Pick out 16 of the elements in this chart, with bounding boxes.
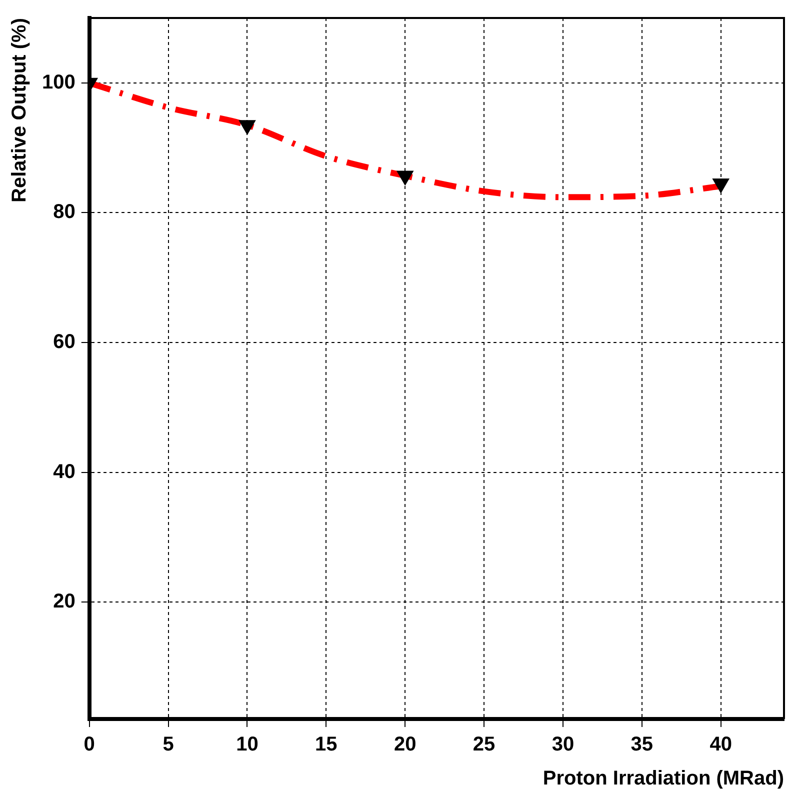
- x-tick-label: 40: [710, 734, 732, 756]
- y-axis-title: Relative Output (%): [8, 18, 31, 202]
- x-tick-label: 25: [472, 734, 496, 756]
- y-tick-label: 60: [53, 331, 76, 354]
- x-tick-label: 10: [236, 734, 258, 756]
- x-axis-title: Proton Irradiation (MRad): [542, 768, 784, 790]
- y-tick-label: 20: [53, 590, 76, 613]
- y-tick-label: 40: [53, 460, 76, 483]
- x-tick-label: 30: [552, 734, 574, 756]
- y-tick-label: 100: [42, 71, 76, 94]
- x-tick-label: 20: [394, 734, 416, 756]
- x-tick-label: 5: [162, 734, 174, 756]
- x-tick-label: 15: [315, 734, 338, 756]
- x-tick-label: 35: [630, 734, 654, 756]
- x-tick-label: 0: [84, 734, 95, 756]
- y-tick-label: 80: [53, 201, 76, 224]
